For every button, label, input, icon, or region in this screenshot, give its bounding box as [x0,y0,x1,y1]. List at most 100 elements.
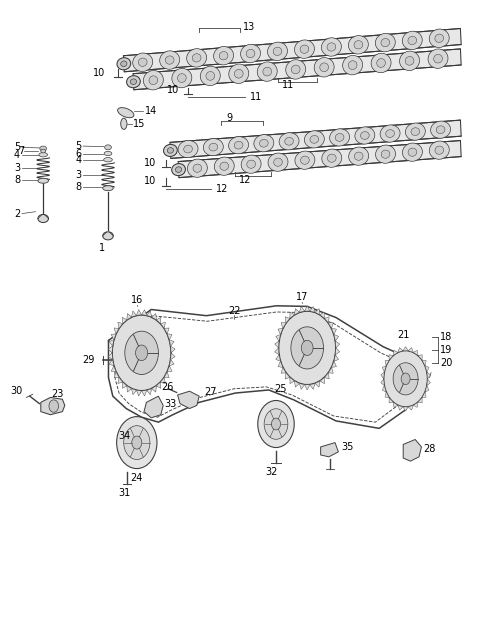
Ellipse shape [314,58,334,77]
Ellipse shape [144,71,163,90]
Polygon shape [310,306,315,312]
Text: 8: 8 [75,182,82,192]
Text: 4: 4 [75,155,82,165]
Polygon shape [111,366,116,372]
Ellipse shape [436,126,445,134]
Polygon shape [161,322,165,328]
Polygon shape [403,347,408,351]
Ellipse shape [214,46,234,65]
Text: 30: 30 [11,386,23,396]
Polygon shape [328,368,333,373]
Text: 12: 12 [216,184,228,194]
Text: 27: 27 [204,387,216,397]
Polygon shape [281,322,286,328]
Ellipse shape [322,149,342,167]
Ellipse shape [219,51,228,60]
Ellipse shape [354,41,363,49]
Ellipse shape [164,144,177,157]
Polygon shape [122,318,127,324]
Text: 13: 13 [243,22,256,32]
Ellipse shape [348,35,368,54]
Circle shape [272,418,280,430]
Polygon shape [169,360,174,366]
Ellipse shape [234,69,243,78]
Circle shape [258,400,294,448]
Ellipse shape [402,143,422,162]
Ellipse shape [254,134,274,152]
Polygon shape [281,368,286,373]
Polygon shape [427,379,431,386]
Ellipse shape [320,63,328,72]
Polygon shape [389,397,393,403]
Polygon shape [147,389,152,395]
Ellipse shape [187,159,207,177]
Text: 32: 32 [265,467,277,477]
Circle shape [124,426,150,459]
Ellipse shape [429,29,449,48]
Ellipse shape [121,118,127,129]
Ellipse shape [274,158,282,167]
Polygon shape [152,314,156,320]
Ellipse shape [348,61,357,69]
Polygon shape [156,318,161,324]
Ellipse shape [408,148,417,156]
Polygon shape [164,372,169,378]
Text: 8: 8 [14,175,20,184]
Ellipse shape [131,79,136,85]
Polygon shape [332,328,336,334]
Ellipse shape [354,152,363,160]
Ellipse shape [335,134,344,141]
Polygon shape [385,360,389,366]
Ellipse shape [348,147,369,165]
Polygon shape [398,405,403,410]
Text: 14: 14 [145,106,157,116]
Ellipse shape [118,108,134,118]
Polygon shape [136,391,142,396]
Polygon shape [285,317,290,323]
Polygon shape [164,328,169,334]
Ellipse shape [381,150,390,158]
Polygon shape [328,322,333,328]
Ellipse shape [273,47,282,56]
Text: 11: 11 [250,92,262,102]
Ellipse shape [204,139,223,156]
Ellipse shape [304,131,324,148]
Ellipse shape [121,61,127,67]
Polygon shape [422,392,426,397]
Polygon shape [393,402,398,407]
Polygon shape [324,373,329,379]
Polygon shape [167,334,172,340]
Ellipse shape [386,130,395,137]
Circle shape [125,331,158,374]
Polygon shape [123,28,461,72]
Circle shape [401,373,410,384]
Polygon shape [425,386,429,392]
Ellipse shape [192,54,201,62]
Polygon shape [170,120,461,158]
Ellipse shape [38,178,48,183]
Ellipse shape [220,162,228,170]
Ellipse shape [228,137,249,154]
Polygon shape [382,366,386,372]
Ellipse shape [268,153,288,171]
Polygon shape [142,310,147,315]
Ellipse shape [172,163,185,176]
Polygon shape [403,439,421,461]
Ellipse shape [247,160,255,168]
Text: 34: 34 [118,431,131,441]
Polygon shape [142,391,147,396]
Polygon shape [403,407,408,411]
Ellipse shape [285,137,293,145]
Ellipse shape [193,164,202,172]
Polygon shape [275,348,279,355]
Polygon shape [178,141,461,178]
Polygon shape [294,309,300,314]
Polygon shape [336,348,340,355]
Text: 5: 5 [14,142,20,152]
Polygon shape [156,382,161,388]
Ellipse shape [104,158,112,162]
Ellipse shape [178,141,198,158]
Polygon shape [114,328,119,334]
Text: 31: 31 [119,488,131,498]
Polygon shape [418,355,422,360]
